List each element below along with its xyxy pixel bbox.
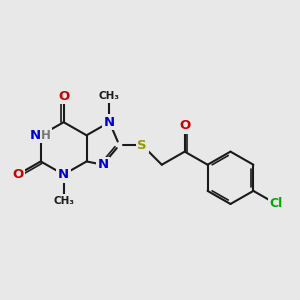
Text: O: O — [179, 119, 190, 132]
Text: H: H — [41, 129, 51, 142]
Text: N: N — [58, 168, 69, 181]
Text: O: O — [12, 168, 23, 181]
Text: N: N — [30, 129, 41, 142]
Text: N: N — [97, 158, 109, 171]
Text: N: N — [104, 116, 115, 129]
Text: Cl: Cl — [270, 197, 283, 211]
Text: CH₃: CH₃ — [99, 91, 120, 101]
Text: S: S — [137, 139, 147, 152]
Text: O: O — [58, 89, 69, 103]
Text: CH₃: CH₃ — [53, 196, 74, 206]
